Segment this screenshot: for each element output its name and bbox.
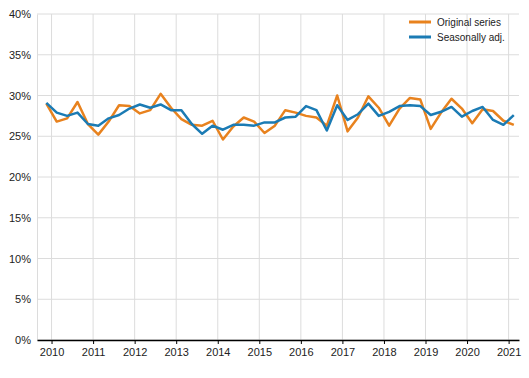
x-tick-label: 2015 xyxy=(248,346,272,358)
y-tick: 25% xyxy=(9,130,37,142)
legend-label: Original series xyxy=(437,17,501,28)
x-tick-mark xyxy=(135,340,136,344)
x-tick-label: 2021 xyxy=(497,346,521,358)
legend: Original series Seasonally adj. xyxy=(409,17,505,43)
x-tick-mark xyxy=(218,340,219,344)
grid-line xyxy=(37,54,519,55)
x-tick: 2013 xyxy=(164,340,188,358)
x-tick: 2020 xyxy=(455,340,479,358)
x-tick: 2010 xyxy=(40,340,64,358)
x-tick: 2015 xyxy=(248,340,272,358)
grid-line xyxy=(37,95,519,96)
grid-line xyxy=(467,14,468,340)
x-axis-line xyxy=(38,340,520,342)
x-tick-label: 2012 xyxy=(123,346,147,358)
legend-label: Seasonally adj. xyxy=(437,32,505,43)
x-tick: 2016 xyxy=(289,340,313,358)
x-tick: 2012 xyxy=(123,340,147,358)
y-tick-label: 30% xyxy=(9,90,31,102)
y-tick: 5% xyxy=(15,293,37,305)
x-tick-mark xyxy=(509,340,510,344)
x-tick-label: 2020 xyxy=(455,346,479,358)
grid-line xyxy=(217,14,218,340)
grid-line xyxy=(383,14,384,340)
x-axis: 2010 2011 2012 2013 2014 2015 2016 2017 2018 2019… xyxy=(38,340,522,358)
y-tick-label: 15% xyxy=(9,212,31,224)
x-tick-label: 2011 xyxy=(82,346,106,358)
grid-line xyxy=(37,136,519,137)
chart: 0%5%10%15%20%25%30%35%40%201020112012201… xyxy=(0,0,529,378)
y-tick: 20% xyxy=(9,171,37,183)
grid-line xyxy=(37,340,519,341)
y-tick-label: 25% xyxy=(9,130,31,142)
grid-line xyxy=(176,14,177,340)
x-tick: 2014 xyxy=(206,340,230,358)
grid-line xyxy=(134,14,135,340)
y-axis-line xyxy=(37,15,38,341)
x-tick-mark xyxy=(342,340,343,344)
legend-swatch xyxy=(409,36,431,39)
grid-line xyxy=(37,217,519,218)
y-tick-label: 10% xyxy=(9,253,31,265)
series-line xyxy=(46,103,513,134)
y-tick: 10% xyxy=(9,253,37,265)
grid-line xyxy=(51,14,52,340)
series-line xyxy=(46,94,513,140)
grid-line xyxy=(425,14,426,340)
x-tick-mark xyxy=(384,340,385,344)
grid xyxy=(37,14,519,340)
y-tick: 15% xyxy=(9,212,37,224)
x-tick: 2011 xyxy=(82,340,106,358)
grid-line xyxy=(508,14,509,340)
grid-line xyxy=(37,258,519,259)
x-tick-label: 2013 xyxy=(164,346,188,358)
x-tick: 2021 xyxy=(497,340,521,358)
x-tick-label: 2017 xyxy=(331,346,355,358)
x-tick-label: 2016 xyxy=(289,346,313,358)
x-tick-mark xyxy=(176,340,177,344)
lines xyxy=(46,94,513,140)
grid-line xyxy=(259,14,260,340)
grid-line xyxy=(37,299,519,300)
y-tick-label: 0% xyxy=(15,334,31,346)
x-tick-mark xyxy=(301,340,302,344)
y-tick: 40% xyxy=(9,8,37,20)
x-tick-label: 2014 xyxy=(206,346,230,358)
grid-line xyxy=(37,14,519,15)
x-tick: 2019 xyxy=(414,340,438,358)
x-tick-mark xyxy=(93,340,94,344)
y-tick: 0% xyxy=(15,334,37,346)
grid-line xyxy=(300,14,301,340)
y-tick: 35% xyxy=(9,49,37,61)
grid-line xyxy=(37,177,519,178)
y-tick-label: 5% xyxy=(15,293,31,305)
legend-swatch xyxy=(409,21,431,24)
grid-line xyxy=(93,14,94,340)
y-axis: 0% 5% 10% 15% 20% 25% 30% 35% 40% xyxy=(9,8,38,346)
x-tick-label: 2010 xyxy=(40,346,64,358)
y-tick-label: 20% xyxy=(9,171,31,183)
y-tick-label: 35% xyxy=(9,49,31,61)
y-tick: 30% xyxy=(9,90,37,102)
x-tick-mark xyxy=(52,340,53,344)
x-tick: 2018 xyxy=(372,340,396,358)
x-tick-label: 2018 xyxy=(372,346,396,358)
x-tick: 2017 xyxy=(331,340,355,358)
plot: 0%5%10%15%20%25%30%35%40%201020112012201… xyxy=(9,8,521,358)
x-tick-mark xyxy=(426,340,427,344)
x-tick-label: 2019 xyxy=(414,346,438,358)
x-tick-mark xyxy=(467,340,468,344)
y-tick-label: 40% xyxy=(9,8,31,20)
grid-line xyxy=(342,14,343,340)
x-tick-mark xyxy=(259,340,260,344)
